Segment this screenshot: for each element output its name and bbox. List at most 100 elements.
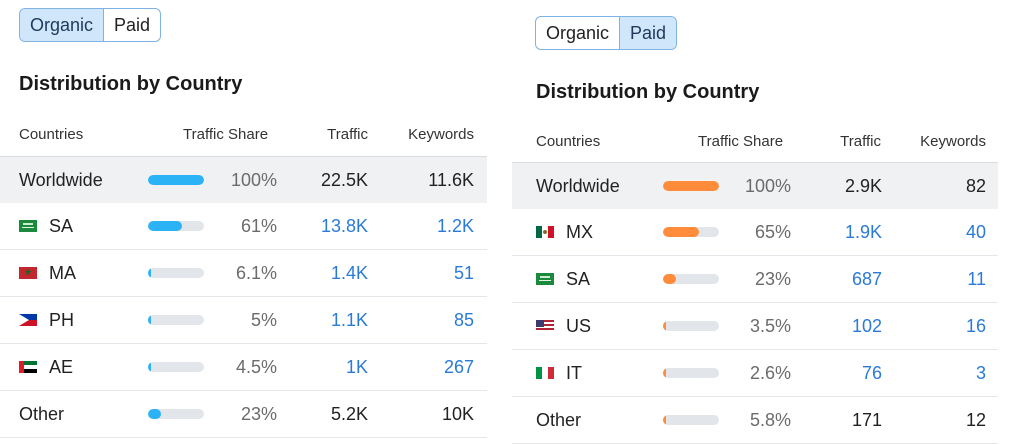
country-name: IT bbox=[566, 362, 582, 383]
table-row-worldwide: Worldwide 100% 2.9K 82 bbox=[512, 162, 998, 209]
country-cell: SA bbox=[536, 256, 590, 302]
country-cell: MA bbox=[19, 250, 76, 296]
traffic-share-bar bbox=[148, 315, 204, 325]
left-panel: Organic Paid Distribution by Country Cou… bbox=[0, 0, 487, 445]
country-cell: Other bbox=[536, 397, 581, 443]
header-keywords: Keywords bbox=[920, 133, 986, 150]
country-name: SA bbox=[49, 215, 74, 236]
traffic-value: 22.5K bbox=[320, 169, 368, 190]
traffic-share-bar bbox=[148, 221, 204, 231]
table-row[interactable]: PH 5% 1.1K 85 bbox=[0, 297, 487, 344]
header-traffic-share: Traffic Share bbox=[698, 133, 784, 150]
country-name: SA bbox=[566, 268, 591, 289]
paid-toggle-button[interactable]: Paid bbox=[103, 9, 160, 41]
country-name: MA bbox=[49, 262, 76, 283]
paid-toggle-button[interactable]: Paid bbox=[619, 17, 677, 49]
traffic-share-bar bbox=[148, 362, 204, 372]
traffic-value[interactable]: 1.1K bbox=[330, 309, 368, 330]
country-cell: SA bbox=[19, 203, 73, 249]
header-countries: Countries bbox=[536, 133, 601, 150]
traffic-share-bar-fill bbox=[148, 409, 161, 419]
traffic-value[interactable]: 1.9K bbox=[844, 221, 882, 242]
table-header: Countries Traffic Share Traffic Keywords bbox=[0, 126, 487, 150]
country-cell: Other bbox=[19, 391, 64, 437]
traffic-value[interactable]: 1K bbox=[345, 356, 368, 377]
header-countries: Countries bbox=[19, 126, 84, 143]
keywords-value: 11.6K bbox=[428, 169, 474, 190]
keywords-value[interactable]: 1.2K bbox=[436, 215, 474, 236]
traffic-value: 5.2K bbox=[330, 403, 368, 424]
traffic-share-bar bbox=[148, 175, 204, 185]
traffic-value[interactable]: 13.8K bbox=[320, 215, 368, 236]
table-row[interactable]: SA 23% 687 11 bbox=[512, 256, 998, 303]
table-row[interactable]: MX 65% 1.9K 40 bbox=[512, 209, 998, 256]
keywords-value[interactable]: 267 bbox=[443, 356, 474, 377]
flag-sa-icon bbox=[536, 273, 554, 285]
traffic-share-value: 23% bbox=[754, 268, 791, 289]
table-row[interactable]: IT 2.6% 76 3 bbox=[512, 350, 998, 397]
country-cell: MX bbox=[536, 209, 593, 255]
traffic-share-value: 61% bbox=[240, 215, 277, 236]
flag-sa-icon bbox=[19, 220, 37, 232]
country-name: Other bbox=[19, 403, 65, 424]
traffic-value[interactable]: 687 bbox=[851, 268, 882, 289]
traffic-value[interactable]: 76 bbox=[861, 362, 882, 383]
flag-us-icon bbox=[536, 320, 554, 332]
keywords-value[interactable]: 3 bbox=[975, 362, 986, 383]
organic-toggle-button[interactable]: Organic bbox=[546, 23, 610, 43]
traffic-share-bar-fill bbox=[148, 268, 152, 278]
traffic-share-value: 5.8% bbox=[749, 409, 791, 430]
traffic-value[interactable]: 1.4K bbox=[330, 262, 368, 283]
table-row[interactable]: AE 4.5% 1K 267 bbox=[0, 344, 487, 391]
traffic-share-bar bbox=[663, 415, 719, 425]
country-cell: AE bbox=[19, 344, 73, 390]
traffic-share-bar-fill bbox=[663, 321, 666, 331]
table-row[interactable]: MA 6.1% 1.4K 51 bbox=[0, 250, 487, 297]
traffic-share-bar bbox=[663, 181, 719, 191]
keywords-value[interactable]: 40 bbox=[965, 221, 986, 242]
flag-mx-icon bbox=[536, 226, 554, 238]
keywords-value: 10K bbox=[441, 403, 474, 424]
traffic-share-bar bbox=[663, 274, 719, 284]
traffic-value: 2.9K bbox=[844, 175, 882, 196]
header-traffic: Traffic bbox=[840, 133, 881, 150]
traffic-share-value: 100% bbox=[230, 169, 277, 190]
traffic-share-value: 6.1% bbox=[235, 262, 277, 283]
traffic-share-value: 65% bbox=[754, 221, 791, 242]
keywords-value[interactable]: 16 bbox=[965, 315, 986, 336]
keywords-value[interactable]: 51 bbox=[453, 262, 474, 283]
country-name: US bbox=[566, 315, 592, 336]
country-cell: IT bbox=[536, 350, 582, 396]
country-cell: Worldwide bbox=[19, 157, 103, 203]
keywords-value[interactable]: 85 bbox=[453, 309, 474, 330]
traffic-share-bar-fill bbox=[663, 181, 719, 191]
traffic-share-bar bbox=[663, 227, 719, 237]
header-traffic: Traffic bbox=[327, 126, 368, 143]
traffic-share-value: 3.5% bbox=[749, 315, 791, 336]
keywords-value: 82 bbox=[965, 175, 986, 196]
organic-paid-toggle: Organic Paid bbox=[535, 16, 678, 50]
header-traffic-share: Traffic Share bbox=[183, 126, 269, 143]
organic-toggle-button[interactable]: Organic bbox=[20, 9, 104, 41]
keywords-value[interactable]: 11 bbox=[967, 268, 986, 289]
country-cell: US bbox=[536, 303, 591, 349]
traffic-share-bar-fill bbox=[148, 221, 183, 231]
traffic-share-value: 100% bbox=[744, 175, 791, 196]
table-row[interactable]: SA 61% 13.8K 1.2K bbox=[0, 203, 487, 250]
traffic-share-bar bbox=[148, 409, 204, 419]
flag-ma-icon bbox=[19, 267, 37, 279]
table-row: Other 23% 5.2K 10K bbox=[0, 391, 487, 438]
traffic-value[interactable]: 102 bbox=[851, 315, 882, 336]
flag-ae-icon bbox=[19, 361, 37, 373]
traffic-share-bar bbox=[663, 321, 719, 331]
traffic-share-value: 5% bbox=[250, 309, 277, 330]
traffic-share-bar-fill bbox=[663, 227, 700, 237]
country-name: MX bbox=[566, 221, 593, 242]
traffic-share-value: 23% bbox=[240, 403, 277, 424]
traffic-share-bar-fill bbox=[663, 415, 667, 425]
table-row[interactable]: US 3.5% 102 16 bbox=[512, 303, 998, 350]
country-name: AE bbox=[49, 356, 74, 377]
traffic-share-value: 4.5% bbox=[235, 356, 277, 377]
traffic-share-bar bbox=[148, 268, 204, 278]
organic-paid-toggle: Organic Paid bbox=[19, 8, 162, 42]
